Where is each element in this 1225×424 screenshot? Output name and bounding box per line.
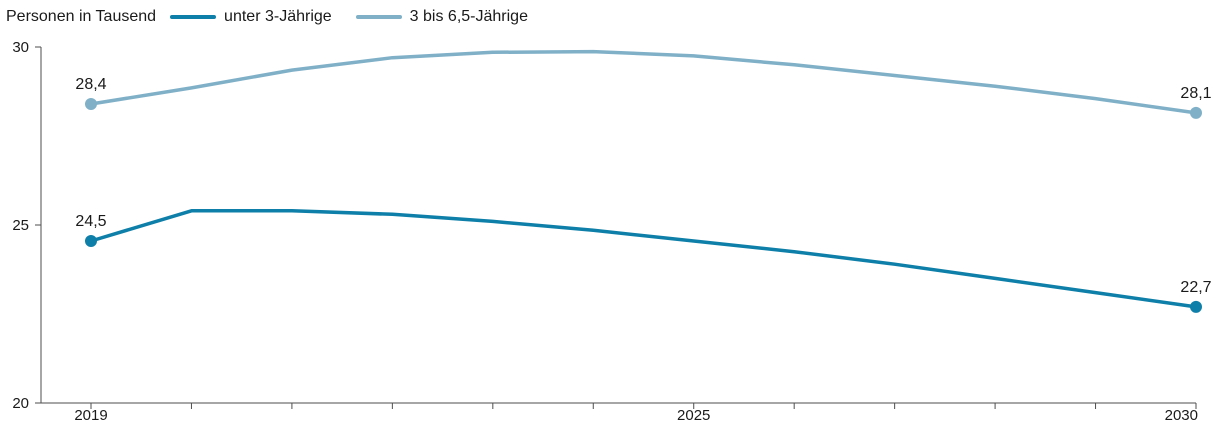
chart-legend: Personen in Tausend unter 3-Jährige 3 bi… [6,4,552,30]
series-0-marker-end [1190,300,1202,313]
x-tick-label-2019: 2019 [74,407,107,424]
y-tick-label-20: 20 [12,395,29,412]
series-1-label-end: 28,1 [1180,85,1211,102]
legend-swatch-3-to-6-5 [355,15,402,19]
legend-item-under-3: unter 3-Jährige [170,8,332,26]
y-tick-label-25: 25 [12,217,29,234]
x-tick-label-2025: 2025 [677,407,710,424]
unit-label: Personen in Tausend [6,8,157,25]
legend-swatch-under-3 [170,15,217,19]
series-1-marker-end [1190,106,1202,119]
series-1-marker-start [85,97,97,110]
series-line-1 [89,49,1198,115]
y-tick-label-30: 30 [12,39,29,56]
legend-label-under-3: unter 3-Jährige [224,8,332,25]
series-0-label-start: 24,5 [75,213,106,230]
series-0-marker-start [85,235,97,248]
series-line-0 [89,209,1198,309]
x-tick-label-2030: 2030 [1165,407,1198,424]
series-1-label-start: 28,4 [75,76,106,93]
legend-label-3-to-6-5: 3 bis 6,5-Jährige [409,8,528,25]
series-0-label-end: 22,7 [1180,279,1211,296]
legend-item-3-to-6-5: 3 bis 6,5-Jährige [355,8,528,26]
